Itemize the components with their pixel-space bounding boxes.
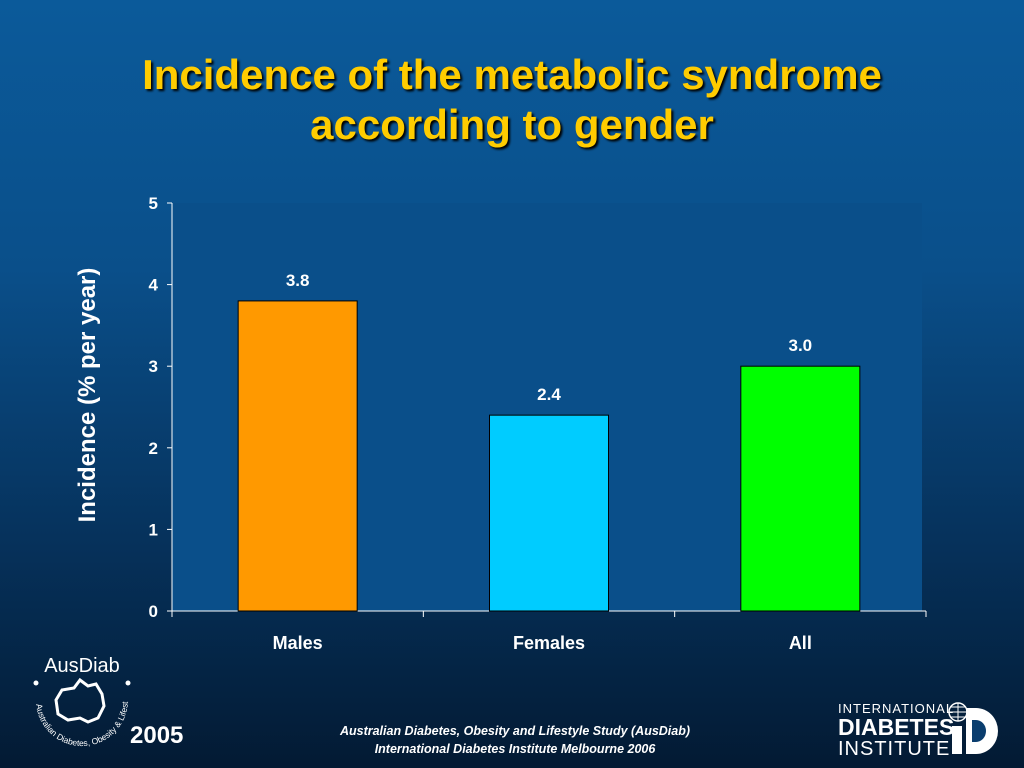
footer-credits: Australian Diabetes, Obesity and Lifesty… (290, 722, 740, 758)
idi-logo-line-2: DIABETES (838, 714, 955, 740)
data-label: 3.8 (286, 271, 310, 290)
bar-all (740, 365, 861, 612)
y-tick-label: 4 (149, 276, 159, 295)
bar-males (237, 300, 358, 612)
x-tick-label: Males (273, 633, 323, 653)
footer-line-1: Australian Diabetes, Obesity and Lifesty… (339, 724, 691, 738)
y-axis-title: Incidence (% per year) (74, 268, 101, 523)
data-label: 3.0 (789, 336, 813, 355)
idi-logo-mark (948, 702, 998, 754)
idi-i-block (952, 726, 962, 754)
bar-females (489, 414, 609, 612)
y-tick-label: 0 (149, 602, 158, 621)
dot-icon (125, 680, 131, 686)
y-tick-label: 2 (149, 439, 158, 458)
slide-title: Incidence of the metabolic syndrome acco… (0, 50, 1024, 150)
y-tick-label: 1 (149, 520, 158, 539)
title-line-1: Incidence of the metabolic syndrome (142, 51, 882, 98)
ausdiab-wordmark: AusDiab (44, 655, 120, 677)
bar-chart: 0 1 2 3 4 5 3.8 Males 2.4 Females 3.0 All Incidence … (74, 194, 922, 653)
y-tick-label: 5 (149, 194, 158, 213)
australia-map-icon (54, 677, 106, 724)
y-tick-label: 3 (149, 357, 158, 376)
data-label: 2.4 (537, 385, 561, 404)
footer-year: 2005 (130, 722, 184, 749)
footer-line-2: International Diabetes Institute Melbour… (374, 742, 656, 756)
title-line-2: according to gender (310, 101, 714, 148)
ausdiab-logo: AusDiab Australian Diabetes, Obesity & L… (22, 640, 131, 748)
idi-logo-line-1: INTERNATIONAL (838, 701, 955, 716)
dot-icon (33, 680, 39, 686)
idi-logo-line-3: INSTITUTE (838, 738, 951, 760)
x-tick-label: Females (513, 633, 585, 653)
x-tick-label: All (789, 633, 812, 653)
